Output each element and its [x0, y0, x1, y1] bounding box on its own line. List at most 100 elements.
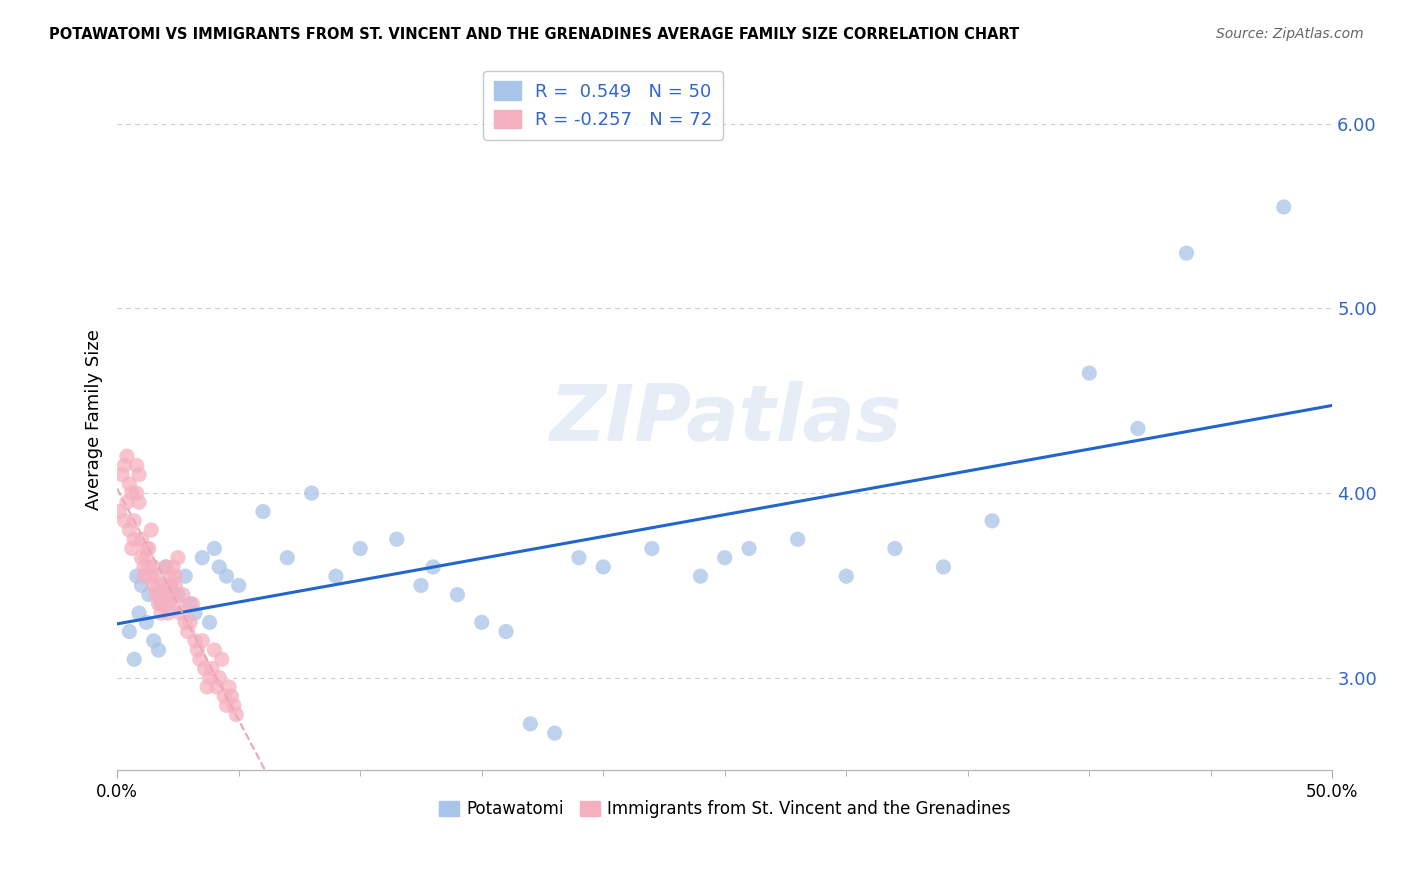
Point [135, 550, 157, 565]
Point [228, 578, 250, 592]
Point [157, 606, 180, 620]
Point [122, 533, 145, 547]
Point [114, 458, 136, 473]
Point [186, 643, 208, 657]
Point [145, 588, 167, 602]
Point [159, 578, 181, 592]
Point [215, 698, 238, 713]
Point [148, 578, 170, 592]
Point [131, 550, 153, 565]
Point [184, 606, 207, 620]
Point [181, 597, 204, 611]
Point [738, 541, 761, 556]
Point [122, 652, 145, 666]
Point [568, 550, 591, 565]
Point [159, 569, 181, 583]
Y-axis label: Average Family Size: Average Family Size [86, 329, 103, 509]
Point [184, 633, 207, 648]
Point [138, 560, 160, 574]
Point [1126, 421, 1149, 435]
Point [111, 467, 134, 482]
Point [152, 597, 174, 611]
Point [174, 615, 197, 630]
Legend: Potawatomi, Immigrants from St. Vincent and the Grenadines: Potawatomi, Immigrants from St. Vincent … [433, 794, 1017, 825]
Point [981, 514, 1004, 528]
Point [201, 661, 224, 675]
Point [122, 514, 145, 528]
Point [131, 578, 153, 592]
Point [141, 523, 163, 537]
Point [385, 533, 408, 547]
Point [157, 597, 180, 611]
Point [141, 569, 163, 583]
Point [689, 569, 711, 583]
Point [132, 569, 155, 583]
Text: POTAWATOMI VS IMMIGRANTS FROM ST. VINCENT AND THE GRENADINES AVERAGE FAMILY SIZE: POTAWATOMI VS IMMIGRANTS FROM ST. VINCEN… [49, 27, 1019, 42]
Text: ZIPatlas: ZIPatlas [548, 381, 901, 458]
Point [167, 588, 190, 602]
Point [149, 606, 172, 620]
Point [713, 550, 735, 565]
Point [167, 550, 190, 565]
Point [543, 726, 565, 740]
Point [172, 588, 194, 602]
Point [155, 560, 177, 574]
Point [174, 569, 197, 583]
Point [208, 671, 231, 685]
Point [179, 597, 201, 611]
Point [162, 588, 184, 602]
Point [212, 689, 235, 703]
Point [125, 486, 148, 500]
Point [121, 541, 143, 556]
Point [409, 578, 432, 592]
Point [301, 486, 323, 500]
Point [218, 680, 240, 694]
Point [215, 569, 238, 583]
Point [211, 652, 233, 666]
Point [188, 652, 211, 666]
Point [108, 504, 131, 518]
Point [191, 633, 214, 648]
Point [155, 588, 177, 602]
Point [145, 569, 167, 583]
Point [155, 560, 177, 574]
Point [519, 716, 541, 731]
Point [128, 467, 150, 482]
Point [495, 624, 517, 639]
Point [125, 569, 148, 583]
Point [138, 541, 160, 556]
Point [276, 550, 298, 565]
Point [198, 671, 221, 685]
Point [932, 560, 955, 574]
Point [422, 560, 444, 574]
Point [135, 541, 157, 556]
Point [165, 578, 187, 592]
Point [1175, 246, 1198, 260]
Point [471, 615, 494, 630]
Point [142, 560, 165, 574]
Point [128, 495, 150, 509]
Text: Source: ZipAtlas.com: Source: ZipAtlas.com [1216, 27, 1364, 41]
Point [149, 588, 172, 602]
Point [202, 541, 225, 556]
Point [152, 578, 174, 592]
Point [446, 588, 468, 602]
Point [167, 597, 190, 611]
Point [159, 578, 181, 592]
Point [142, 633, 165, 648]
Point [118, 523, 141, 537]
Point [208, 560, 231, 574]
Point [195, 680, 218, 694]
Point [641, 541, 664, 556]
Point [592, 560, 614, 574]
Point [121, 486, 143, 500]
Point [205, 680, 228, 694]
Point [162, 560, 184, 574]
Point [176, 624, 198, 639]
Point [115, 449, 138, 463]
Point [202, 643, 225, 657]
Point [132, 560, 155, 574]
Point [115, 495, 138, 509]
Point [148, 597, 170, 611]
Point [1272, 200, 1295, 214]
